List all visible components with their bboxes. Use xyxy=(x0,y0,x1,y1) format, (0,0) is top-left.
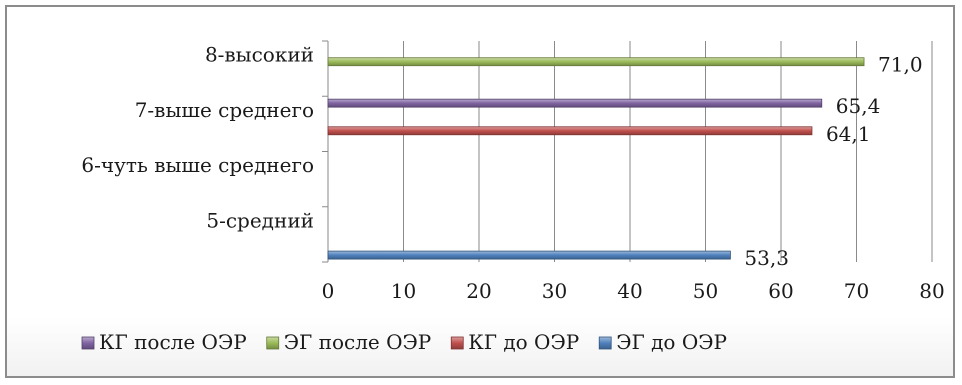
legend-label: ЭГ после ОЭР xyxy=(284,330,432,354)
bar-chart: 0 10 20 30 40 50 60 70 80 5-средний 6-чуть выше ср… xyxy=(81,40,945,354)
chart-frame: 0 10 20 30 40 50 60 70 80 5-средний 6-чуть выше ср… xyxy=(5,5,955,378)
data-label: 53,3 xyxy=(744,246,789,270)
category-label: 6-чуть выше среднего xyxy=(81,153,314,177)
bar xyxy=(327,126,813,136)
category-label: 5-средний xyxy=(206,208,314,232)
x-tick-label: 20 xyxy=(466,279,491,303)
bar xyxy=(327,98,823,108)
legend-swatch xyxy=(81,336,95,350)
x-tick-label: 0 xyxy=(322,279,335,303)
x-tick-label: 30 xyxy=(542,279,567,303)
data-label: 64,1 xyxy=(826,122,871,146)
bar xyxy=(327,57,865,67)
legend-label: ЭГ до ОЭР xyxy=(616,330,727,354)
category-label: 8-высокий xyxy=(205,43,314,67)
legend-label: КГ до ОЭР xyxy=(468,330,579,354)
x-tick-label: 40 xyxy=(617,279,642,303)
category-label: 7-выше среднего xyxy=(135,98,314,122)
bar xyxy=(327,250,731,260)
x-tick-label: 80 xyxy=(919,279,944,303)
legend-swatch xyxy=(598,336,612,350)
legend-swatch xyxy=(266,336,280,350)
data-label: 71,0 xyxy=(878,53,923,77)
data-label: 65,4 xyxy=(836,94,881,118)
legend-swatch xyxy=(450,336,464,350)
x-tick-label: 60 xyxy=(768,279,793,303)
x-tick-label: 70 xyxy=(844,279,869,303)
legend-label: КГ после ОЭР xyxy=(99,330,247,354)
x-tick-label: 10 xyxy=(391,279,416,303)
x-tick-label: 50 xyxy=(693,279,718,303)
